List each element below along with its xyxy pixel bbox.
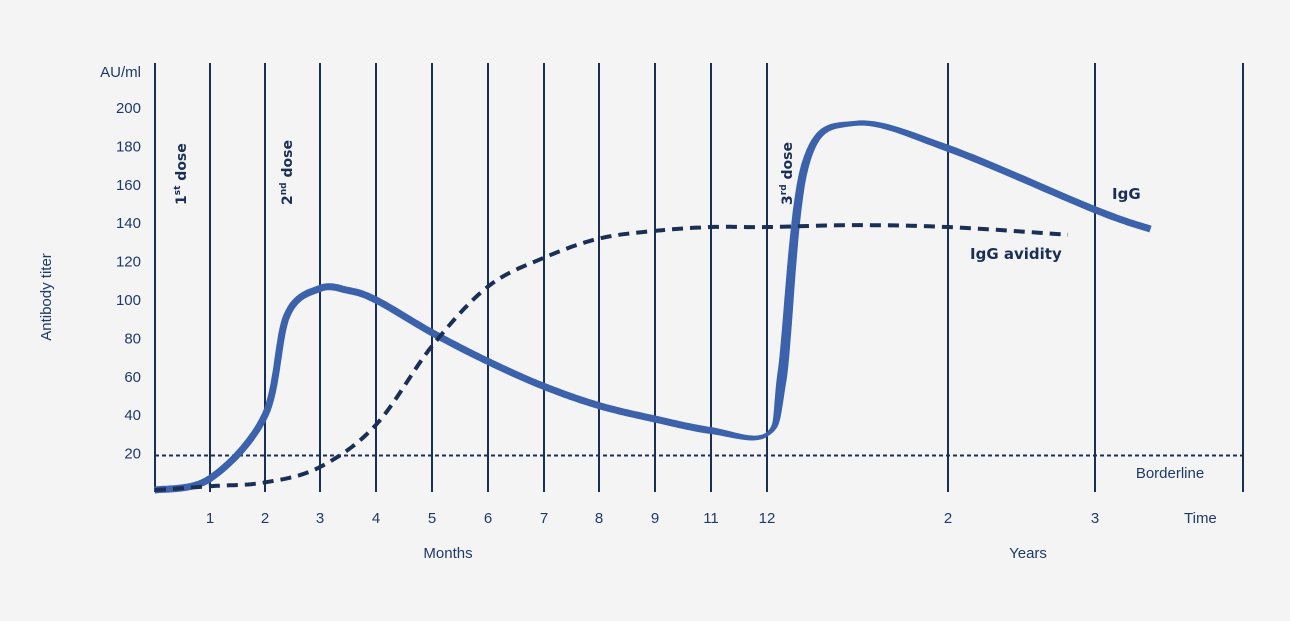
y-tick-label: 160	[116, 177, 141, 194]
vertical-gridlines	[154, 63, 1244, 492]
series-line-igg-avidity	[154, 223, 1069, 493]
x-group-label-months: Months	[423, 545, 472, 562]
y-tick-label: 80	[124, 330, 141, 347]
y-tick-label: 40	[124, 407, 141, 424]
x-tick-label: 9	[651, 510, 659, 527]
x-tick-label: 1	[206, 510, 214, 527]
series-line-igg	[154, 120, 1152, 494]
series-label-igg-avidity: IgG avidity	[970, 245, 1062, 263]
x-tick-label: 3	[316, 510, 324, 527]
x-tick-label: 12	[759, 510, 776, 527]
y-tick-label: 60	[124, 369, 141, 386]
dose-label: 3rd dose	[779, 142, 796, 205]
y-tick-label: 180	[116, 138, 141, 155]
x-tick-label: 6	[484, 510, 492, 527]
y-tick-label: 100	[116, 292, 141, 309]
dose-label: 1st dose	[173, 143, 190, 205]
y-tick-label: 140	[116, 215, 141, 232]
y-axis-ticks: 20 40 60 80 100 120 140 160 180 200	[116, 100, 141, 463]
y-tick-label: 20	[124, 446, 141, 463]
x-tick-label: 2	[944, 510, 952, 527]
dose-labels: 1st dose 2nd dose 3rd dose	[173, 140, 796, 205]
y-tick-label: 120	[116, 254, 141, 271]
x-axis-ticks: 1 2 3 4 5 6 7 8 9 11 12 2 3	[206, 510, 1099, 527]
x-time-label: Time	[1184, 510, 1217, 527]
x-group-label-years: Years	[1009, 545, 1047, 562]
y-tick-label: 200	[116, 100, 141, 117]
x-tick-label: 8	[595, 510, 603, 527]
x-tick-label: 3	[1091, 510, 1099, 527]
x-tick-label: 11	[703, 510, 719, 527]
series-label-igg: IgG	[1112, 185, 1141, 203]
series-curves	[154, 120, 1152, 494]
y-axis-title: Antibody titer	[38, 253, 55, 341]
dose-label: 2nd dose	[279, 140, 296, 205]
x-tick-label: 7	[540, 510, 548, 527]
x-tick-label: 5	[428, 510, 436, 527]
borderline-label: Borderline	[1136, 465, 1204, 482]
x-tick-label: 2	[261, 510, 269, 527]
x-tick-label: 4	[372, 510, 380, 527]
y-unit-label: AU/ml	[100, 64, 141, 81]
